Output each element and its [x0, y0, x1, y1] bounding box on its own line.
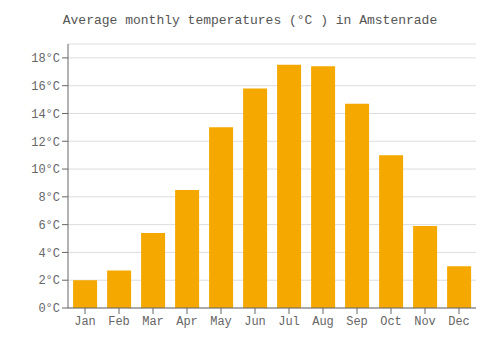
svg-text:4°C: 4°C	[38, 247, 60, 261]
svg-text:Mar: Mar	[142, 315, 164, 329]
svg-text:12°C: 12°C	[31, 136, 60, 150]
svg-text:18°C: 18°C	[31, 52, 60, 66]
html-text:Average monthly temperatures (: Average monthly temperatures (°C ) in Am…	[62, 13, 438, 28]
svg-text:Oct: Oct	[380, 315, 402, 329]
svg-text:10°C: 10°C	[31, 163, 60, 177]
svg-text:Apr: Apr	[176, 315, 198, 329]
svg-text:8°C: 8°C	[38, 191, 60, 205]
svg-text:May: May	[210, 315, 232, 329]
svg-text:0°C: 0°C	[38, 302, 60, 316]
svg-text:Feb: Feb	[108, 315, 130, 329]
svg-text:Jun: Jun	[244, 315, 266, 329]
svg-text:Nov: Nov	[414, 315, 436, 329]
svg-text:Dec: Dec	[448, 315, 470, 329]
svg-text:16°C: 16°C	[31, 80, 60, 94]
svg-text:6°C: 6°C	[38, 219, 60, 233]
svg-text:2°C: 2°C	[38, 274, 60, 288]
svg-text:14°C: 14°C	[31, 108, 60, 122]
svg-text:Aug: Aug	[312, 315, 334, 329]
svg-text:Jan: Jan	[74, 315, 96, 329]
svg-text:Sep: Sep	[346, 315, 368, 329]
svg-text:Jul: Jul	[278, 315, 300, 329]
